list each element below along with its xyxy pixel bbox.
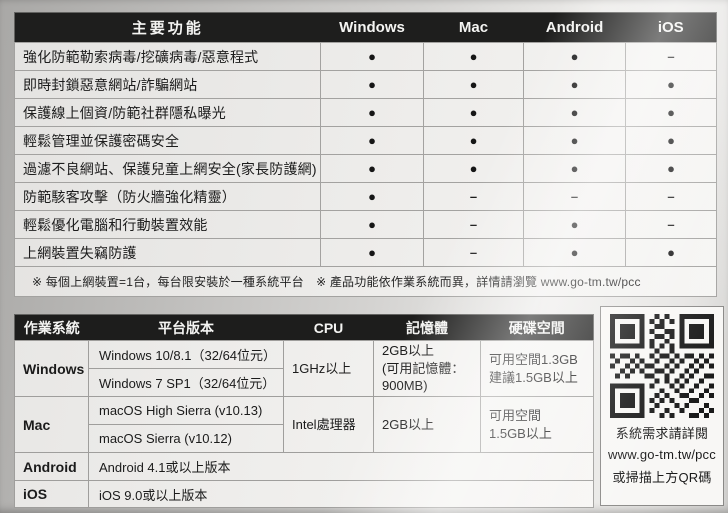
footnote-text: ※ 每個上網裝置=1台，每台限安裝於一種系統平台 ※ 產品功能依作業系統而異，詳…: [14, 266, 717, 297]
features-title: 主要功能: [14, 12, 321, 43]
windows-row: Windows Windows 10/8.1（32/64位元） 1GHz以上 2…: [14, 340, 594, 397]
support-mark: ●: [320, 238, 424, 267]
feature-row: 即時封鎖惡意網站/詐騙網站 ● ● ● ●: [14, 70, 717, 99]
platform-header-android: Android: [523, 12, 626, 43]
support-mark: ●: [423, 154, 524, 183]
feature-label: 輕鬆管理並保護密碼安全: [14, 126, 321, 155]
support-mark: ●: [423, 70, 524, 99]
feature-row: 保護線上個資/防範社群隱私曝光 ● ● ● ●: [14, 98, 717, 127]
header-os: 作業系統: [14, 314, 89, 341]
support-mark: ●: [523, 126, 626, 155]
os-label-mac: Mac: [14, 396, 89, 453]
feature-label: 強化防範勒索病毒/挖礦病毒/惡意程式: [14, 42, 321, 71]
feature-label: 即時封鎖惡意網站/詐騙網站: [14, 70, 321, 99]
mac-memory: 2GB以上: [373, 396, 481, 453]
support-mark: ●: [320, 210, 424, 239]
feature-row: 強化防範勒索病毒/挖礦病毒/惡意程式 ● ● ● –: [14, 42, 717, 71]
mac-version-2: macOS Sierra (v10.12): [88, 424, 284, 453]
feature-row: 上網裝置失竊防護 ● – ● ●: [14, 238, 717, 267]
feature-label: 過濾不良網站、保護兒童上網安全(家長防護網): [14, 154, 321, 183]
os-label-android: Android: [14, 452, 89, 481]
windows-cpu: 1GHz以上: [283, 340, 374, 397]
support-mark: –: [523, 182, 626, 211]
windows-row-2: Windows 7 SP1（32/64位元）: [15, 368, 594, 397]
qr-panel: 系統需求請詳閱 www.go-tm.tw/pcc 或掃描上方QR碼: [600, 306, 724, 506]
support-mark: ●: [523, 238, 626, 267]
android-row: Android Android 4.1或以上版本: [14, 452, 594, 481]
support-mark: –: [423, 238, 524, 267]
qr-code-icon: [610, 314, 714, 418]
support-mark: ●: [625, 126, 717, 155]
feature-label: 輕鬆優化電腦和行動裝置效能: [14, 210, 321, 239]
support-mark: ●: [523, 154, 626, 183]
feature-row: 輕鬆管理並保護密碼安全 ● ● ● ●: [14, 126, 717, 155]
support-mark: ●: [423, 42, 524, 71]
support-mark: ●: [523, 70, 626, 99]
support-mark: ●: [625, 154, 717, 183]
support-mark: ●: [320, 42, 424, 71]
qr-caption-url: www.go-tm.tw/pcc: [608, 447, 716, 462]
qr-caption-2: 或掃描上方QR碼: [612, 470, 712, 485]
header-platform-version: 平台版本: [88, 314, 284, 341]
ios-row: iOS iOS 9.0或以上版本: [14, 480, 594, 508]
ios-version: iOS 9.0或以上版本: [88, 480, 594, 508]
windows-memory: 2GB以上 (可用記憶體： 900MB): [373, 340, 481, 397]
mac-disk: 可用空間 1.5GB以上: [480, 396, 594, 453]
support-mark: ●: [523, 98, 626, 127]
os-label-ios: iOS: [14, 480, 89, 508]
mac-row: Mac macOS High Sierra (v10.13) Intel處理器 …: [14, 396, 594, 453]
system-requirements-table: 作業系統 平台版本 CPU 記憶體 硬碟空間 Windows Windows 1…: [14, 314, 594, 508]
support-mark: ●: [423, 98, 524, 127]
support-mark: ●: [320, 98, 424, 127]
support-mark: –: [625, 42, 717, 71]
support-mark: ●: [320, 126, 424, 155]
os-label-windows: Windows: [14, 340, 89, 397]
support-mark: ●: [320, 70, 424, 99]
support-mark: ●: [625, 98, 717, 127]
feature-label: 防範駭客攻擊（防火牆強化精靈）: [14, 182, 321, 211]
header-cpu: CPU: [283, 314, 374, 341]
mac-row-2: macOS Sierra (v10.12): [15, 424, 594, 453]
platform-header-ios: iOS: [625, 12, 717, 43]
support-mark: –: [423, 182, 524, 211]
support-mark: ●: [625, 70, 717, 99]
support-mark: –: [625, 182, 717, 211]
windows-disk: 可用空間1.3GB 建議1.5GB以上: [480, 340, 594, 397]
android-version: Android 4.1或以上版本: [88, 452, 594, 481]
support-mark: ●: [320, 182, 424, 211]
feature-label: 上網裝置失竊防護: [14, 238, 321, 267]
support-mark: ●: [523, 210, 626, 239]
requirements-header-row: 作業系統 平台版本 CPU 記憶體 硬碟空間: [14, 314, 594, 341]
header-disk: 硬碟空間: [480, 314, 594, 341]
support-mark: –: [423, 210, 524, 239]
platform-header-mac: Mac: [423, 12, 524, 43]
features-header-row: 主要功能 Windows Mac Android iOS: [14, 12, 717, 43]
feature-row: 輕鬆優化電腦和行動裝置效能 ● – ● –: [14, 210, 717, 239]
support-mark: ●: [320, 154, 424, 183]
feature-row: 防範駭客攻擊（防火牆強化精靈） ● – – –: [14, 182, 717, 211]
support-mark: –: [625, 210, 717, 239]
mac-cpu: Intel處理器: [283, 396, 374, 453]
feature-row: 過濾不良網站、保護兒童上網安全(家長防護網) ● ● ● ●: [14, 154, 717, 183]
footnote-row: ※ 每個上網裝置=1台，每台限安裝於一種系統平台 ※ 產品功能依作業系統而異，詳…: [14, 266, 717, 297]
support-mark: ●: [523, 42, 626, 71]
feature-label: 保護線上個資/防範社群隱私曝光: [14, 98, 321, 127]
support-mark: ●: [423, 126, 524, 155]
windows-version-2: Windows 7 SP1（32/64位元）: [88, 368, 284, 397]
features-table: 主要功能 Windows Mac Android iOS 強化防範勒索病毒/挖礦…: [14, 12, 717, 297]
support-mark: ●: [625, 238, 717, 267]
qr-caption-1: 系統需求請詳閱: [615, 426, 709, 441]
platform-header-windows: Windows: [320, 12, 424, 43]
windows-version-1: Windows 10/8.1（32/64位元）: [88, 340, 284, 369]
mac-version-1: macOS High Sierra (v10.13): [88, 396, 284, 425]
header-memory: 記憶體: [373, 314, 481, 341]
